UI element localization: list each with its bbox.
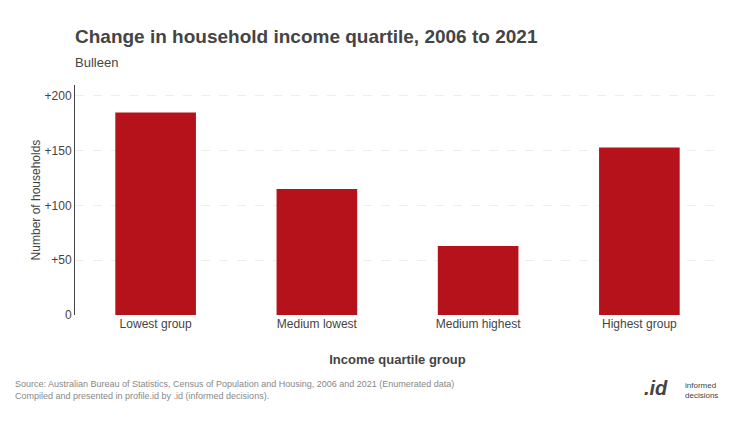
- svg-text:0: 0: [65, 308, 72, 322]
- svg-text:Income quartile group: Income quartile group: [329, 352, 466, 367]
- svg-text:Number of households: Number of households: [29, 140, 43, 261]
- svg-text:Highest group: Highest group: [602, 317, 677, 331]
- svg-text:.id: .id: [644, 377, 668, 399]
- svg-text:+100: +100: [45, 199, 72, 213]
- svg-text:Change in household income qua: Change in household income quartile, 200…: [75, 26, 538, 47]
- svg-text:Bulleen: Bulleen: [75, 55, 118, 70]
- svg-text:+200: +200: [45, 89, 72, 103]
- svg-text:+50: +50: [51, 253, 72, 267]
- svg-text:Medium lowest: Medium lowest: [277, 317, 358, 331]
- svg-text:Medium highest: Medium highest: [436, 317, 521, 331]
- svg-text:Source: Australian Bureau of S: Source: Australian Bureau of Statistics,…: [15, 379, 454, 401]
- svg-text:Lowest group: Lowest group: [120, 317, 192, 331]
- svg-text:+150: +150: [45, 144, 72, 158]
- svg-text:informeddecisions: informeddecisions: [685, 381, 718, 400]
